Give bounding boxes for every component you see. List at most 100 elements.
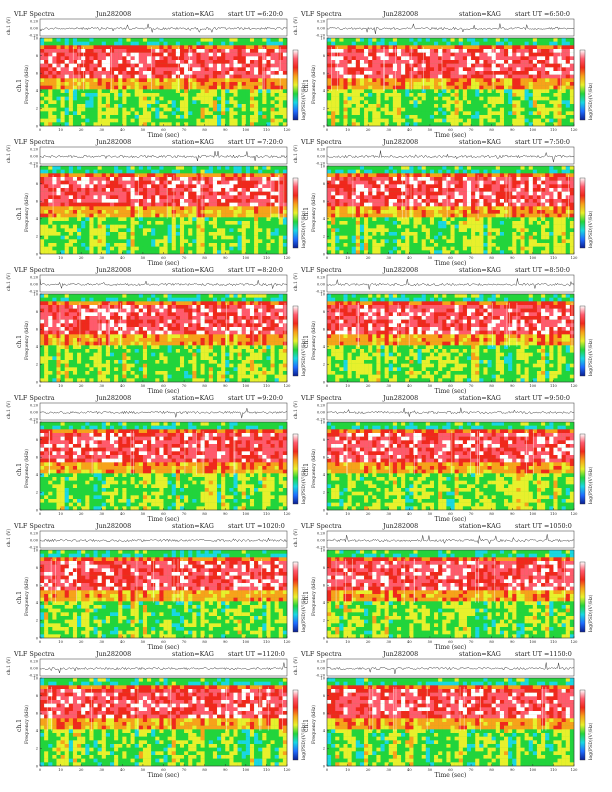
spectrogram-cell [44,107,49,112]
spectrogram-cell [364,45,369,50]
spectrogram-cell [60,224,65,229]
y-tick-label: 6 [323,72,326,76]
spectrogram-cell [138,235,144,240]
spectrogram-cell [167,115,172,119]
spectrogram-cell [72,221,78,225]
spectrogram-cell [167,63,172,68]
spectrogram-cell [93,93,98,97]
spectrogram-cell [237,82,242,86]
spectrogram-cell [545,89,550,94]
spectrogram-cell [520,89,525,94]
spectrogram-cell [159,41,164,46]
spectrogram-cell [359,67,365,72]
spectrogram-cell [258,206,263,211]
spectrogram-cell [77,246,82,251]
spectrogram-cell [541,41,546,46]
spectrogram-cell [237,206,242,211]
spectrogram-cell [541,93,546,97]
spectrogram-cell [413,38,418,42]
spectrogram-cell [225,195,230,200]
spectrogram-cell [499,180,505,185]
spectrogram-cell [549,107,554,112]
spectrogram-cell [233,224,238,229]
spectrogram-cell [553,45,558,50]
spectrogram-cell [454,89,459,94]
spectrogram-cell [241,213,246,218]
spectrogram-cell [68,122,74,127]
spectrogram-cell [372,45,377,50]
spectrogram-cell [192,41,197,46]
spectrogram-cell [204,232,209,236]
spectrogram-cell [40,191,45,196]
spectrogram-cell [512,184,517,189]
spectrogram-cell [114,221,119,225]
spectrogram-cell [520,115,525,119]
spectrogram-cell [196,184,201,189]
spectrogram-cell [159,82,164,86]
spectrogram-cell [48,118,53,123]
spectrogram-cell [118,63,123,68]
spectrogram-cell [327,74,332,79]
spectrogram-cell [504,52,509,57]
spectrogram-cell [278,232,284,236]
spectrogram-cell [126,173,131,178]
spectrogram-cell [109,173,115,178]
spectrogram-cell [48,224,53,229]
spectrogram-cell [454,71,459,75]
spectrogram-cell [109,74,115,79]
spectrogram-cell [254,71,259,75]
spectrogram-cell [196,169,201,174]
trace-axis-label: ch.1 (V) [292,145,299,163]
spectrogram-cell [266,180,271,185]
spectrogram-cell [233,246,238,251]
spectrogram-cell [200,177,205,181]
spectrogram-cell [532,45,538,50]
spectrogram-cell [134,89,139,94]
spectrogram-cell [327,60,332,64]
spectrogram-cell [142,250,148,255]
spectrogram-cell [142,195,148,200]
spectrogram-cell [151,232,156,236]
spectrogram-cell [339,166,344,170]
spectrogram-cell [184,243,189,247]
spectrogram-cell [192,93,197,97]
spectrogram-cell [549,71,554,75]
spectrogram-cell [155,89,160,94]
spectrogram-cell [151,45,156,50]
spectrogram-cell [557,82,562,86]
spectrogram-cell [429,93,435,97]
spectrogram-cell [188,118,193,123]
spectrogram-cell [446,56,451,61]
spectrogram-cell [171,63,176,68]
spectrogram-cell [241,239,246,244]
spectrogram-cell [475,111,480,116]
spectrogram-cell [233,177,238,181]
spectrogram-cell [425,71,431,75]
spectrogram-cell [237,173,242,178]
spectrogram-cell [553,115,558,119]
spectrogram-cell [48,52,53,57]
spectrogram-cell [278,188,284,192]
spectrogram-cell [331,71,336,75]
spectrogram-cell [258,49,263,53]
spectrogram-cell [192,74,197,79]
spectrogram-cell [56,122,61,127]
spectrogram-cell [520,41,525,46]
spectrogram-cell [266,224,271,229]
spectrogram-cell [438,173,443,178]
spectrogram-cell [229,60,234,64]
spectrogram-cell [479,45,484,50]
spectrogram-cell [343,89,348,94]
spectrogram-cell [417,52,422,57]
spectrogram-cell [196,191,201,196]
spectrogram-cell [225,250,230,255]
spectrogram-cell [438,118,443,123]
spectrogram-cell [101,38,107,42]
spectrogram-cell [483,56,488,61]
spectrogram-cell [512,118,517,123]
spectrogram-cell [417,166,422,170]
spectrogram-cell [520,107,525,112]
spectrogram-cell [97,67,102,72]
spectrogram-cell [48,169,53,174]
spectrogram-cell [413,93,418,97]
